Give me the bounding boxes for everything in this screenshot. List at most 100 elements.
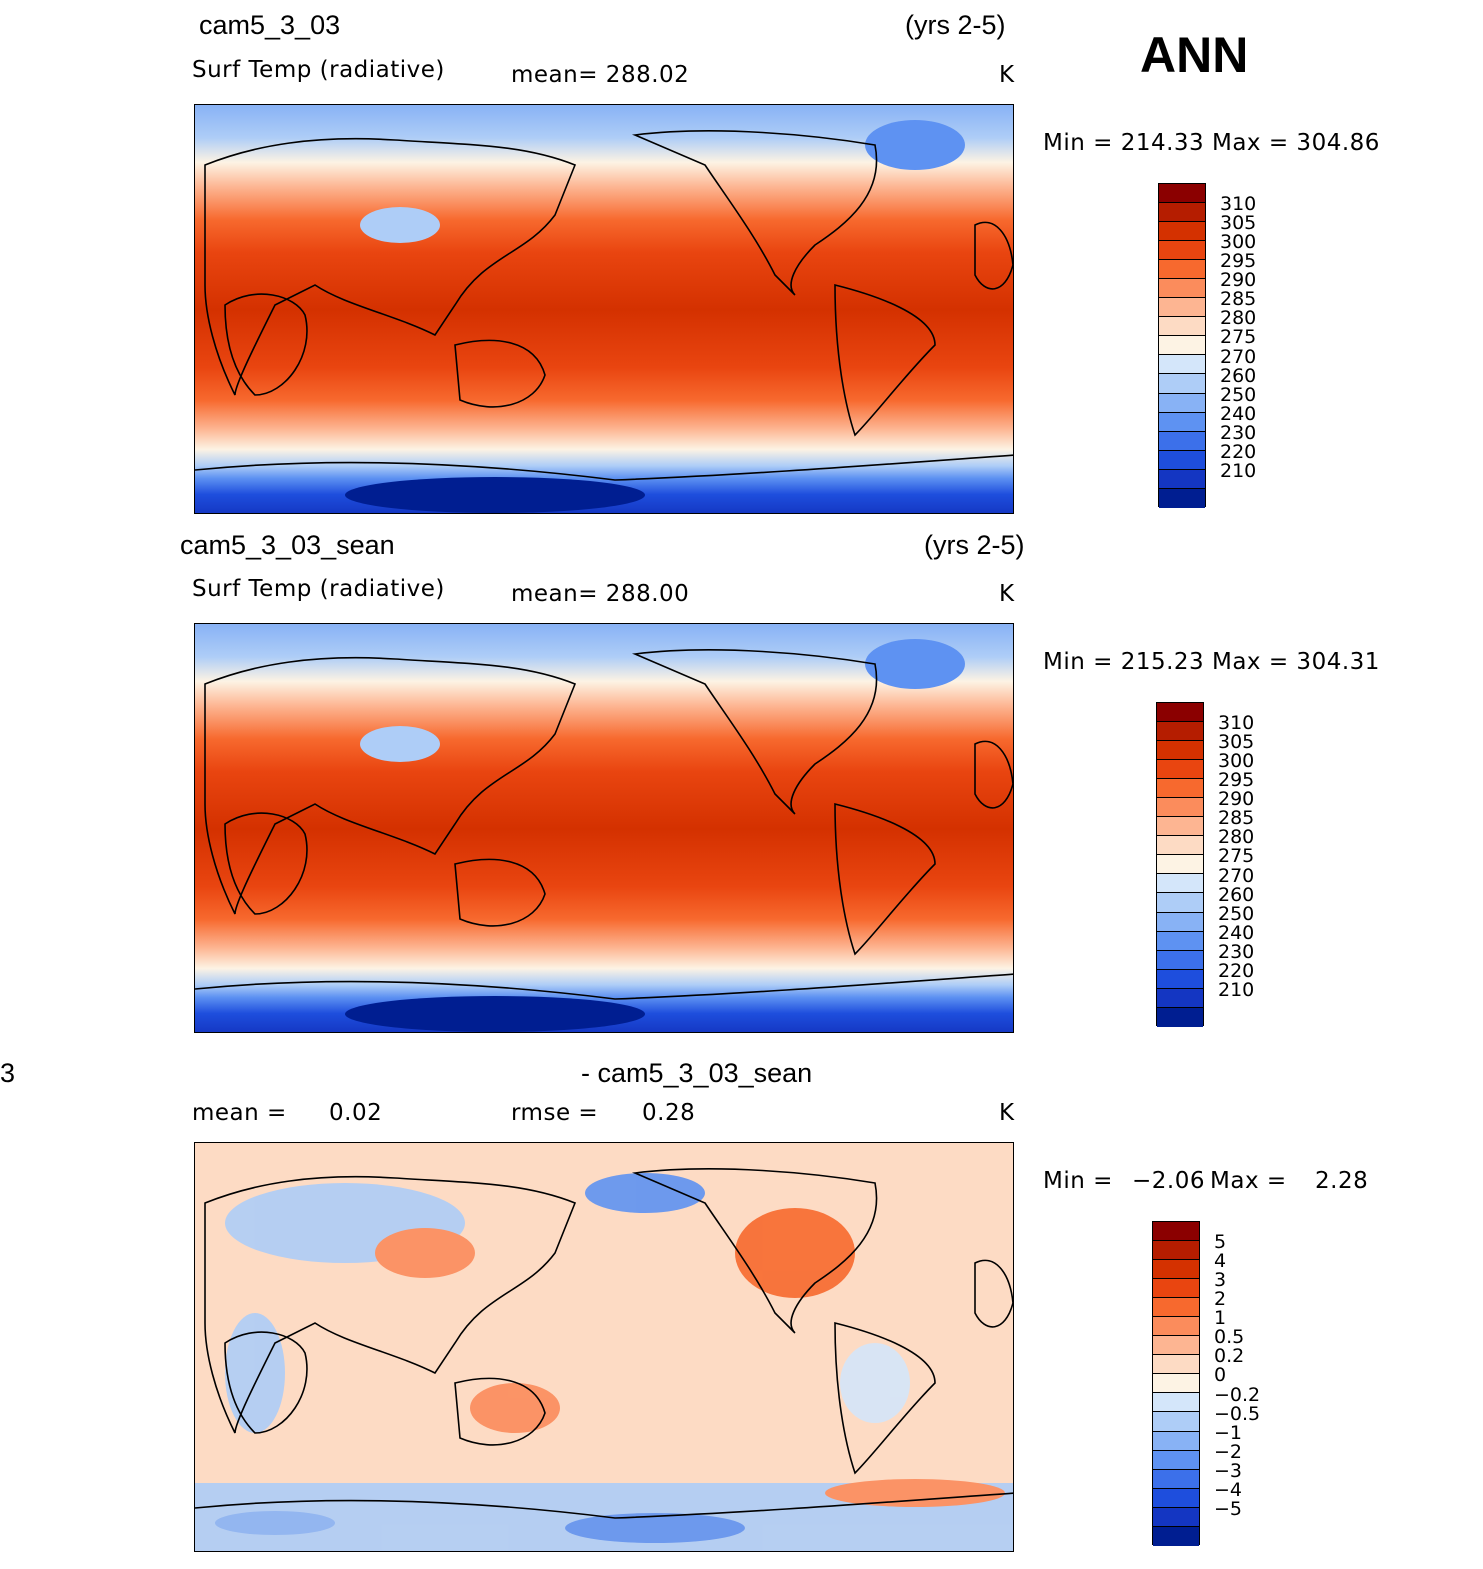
- colorbar-tick-label: −0.5: [1214, 1402, 1261, 1425]
- colorbar-tick-label: 280: [1218, 826, 1255, 849]
- colorbar-tick-label: 310: [1220, 193, 1257, 216]
- panel1-map-svg: [195, 105, 1013, 513]
- colorbar-tick-label: 240: [1220, 402, 1257, 425]
- colorbar-swatch: [1159, 203, 1205, 223]
- colorbar-swatch: [1157, 1007, 1203, 1027]
- panel3-units: K: [999, 1100, 1015, 1126]
- panel1-mean: mean= 288.02: [511, 62, 690, 88]
- colorbar-swatch: [1157, 779, 1203, 799]
- colorbar-swatch: [1159, 279, 1205, 299]
- colorbar-swatch: [1157, 855, 1203, 875]
- colorbar-tick-label: 240: [1218, 921, 1255, 944]
- panel3-mean-label: mean =: [192, 1100, 287, 1126]
- panel2-mean: mean= 288.00: [511, 581, 690, 607]
- panel2-map-svg: [195, 624, 1013, 1032]
- colorbar-swatch: [1157, 741, 1203, 761]
- panel2-units: K: [999, 581, 1015, 607]
- panel1-map: [194, 104, 1014, 514]
- colorbar-tick-label: 310: [1218, 712, 1255, 735]
- colorbar-swatch: [1159, 374, 1205, 394]
- colorbar-swatch: [1153, 1355, 1199, 1375]
- colorbar-swatch: [1153, 1336, 1199, 1356]
- panel2-map: [194, 623, 1014, 1033]
- colorbar-tick-label: 295: [1220, 250, 1257, 273]
- colorbar-tick-label: 300: [1220, 231, 1257, 254]
- colorbar-tick-label: −4: [1214, 1478, 1243, 1501]
- colorbar-swatch: [1153, 1317, 1199, 1337]
- colorbar-swatch: [1157, 893, 1203, 913]
- colorbar-swatch: [1153, 1222, 1199, 1242]
- colorbar-swatch: [1153, 1450, 1199, 1470]
- colorbar-swatch: [1153, 1507, 1199, 1527]
- colorbar-swatch: [1159, 184, 1205, 204]
- colorbar-swatch: [1153, 1279, 1199, 1299]
- colorbar-swatch: [1157, 874, 1203, 894]
- colorbar-swatch: [1153, 1298, 1199, 1318]
- panel2-case-title: cam5_3_03_sean: [180, 530, 395, 560]
- panel1-colorbar: [1158, 183, 1206, 508]
- colorbar-swatch: [1159, 336, 1205, 356]
- colorbar-swatch: [1159, 393, 1205, 413]
- colorbar-tick-label: −1: [1214, 1421, 1243, 1444]
- colorbar-tick-label: −3: [1214, 1459, 1243, 1482]
- colorbar-tick-label: −5: [1214, 1497, 1243, 1520]
- colorbar-swatch: [1159, 260, 1205, 280]
- colorbar-swatch: [1153, 1393, 1199, 1413]
- colorbar-swatch: [1157, 969, 1203, 989]
- panel1-minmax: Min = 214.33 Max = 304.86: [1043, 130, 1380, 156]
- panel3-rmse-value: 0.28: [642, 1100, 696, 1126]
- colorbar-tick-label: 305: [1218, 731, 1255, 754]
- colorbar-swatch: [1157, 703, 1203, 723]
- panel2-variable: Surf Temp (radiative): [192, 576, 445, 602]
- colorbar-swatch: [1159, 241, 1205, 261]
- colorbar-tick-label: 220: [1218, 959, 1255, 982]
- colorbar-tick-label: 0.2: [1214, 1345, 1245, 1368]
- colorbar-tick-label: 250: [1218, 902, 1255, 925]
- colorbar-tick-label: 210: [1220, 459, 1257, 482]
- colorbar-tick-label: 1: [1214, 1307, 1227, 1330]
- colorbar-swatch: [1159, 431, 1205, 451]
- colorbar-tick-label: 285: [1220, 288, 1257, 311]
- colorbar-tick-label: 295: [1218, 769, 1255, 792]
- panel2-minmax: Min = 215.23 Max = 304.31: [1043, 649, 1380, 675]
- panel3-rmse-label: rmse =: [511, 1100, 599, 1126]
- colorbar-tick-label: 250: [1220, 383, 1257, 406]
- panel3-map-svg: [195, 1143, 1013, 1551]
- panel3-mean-value: 0.02: [329, 1100, 383, 1126]
- panel3-max-value: 2.28: [1315, 1168, 1369, 1194]
- colorbar-swatch: [1157, 950, 1203, 970]
- panel1-years: (yrs 2-5): [905, 10, 1006, 40]
- colorbar-tick-label: 270: [1218, 864, 1255, 887]
- colorbar-tick-label: 305: [1220, 212, 1257, 235]
- colorbar-swatch: [1157, 817, 1203, 837]
- colorbar-tick-label: 270: [1220, 345, 1257, 368]
- colorbar-swatch: [1157, 836, 1203, 856]
- colorbar-swatch: [1157, 722, 1203, 742]
- colorbar-swatch: [1159, 450, 1205, 470]
- figure-label: ANN: [1140, 27, 1249, 83]
- colorbar-swatch: [1153, 1431, 1199, 1451]
- panel3-min-label: Min =: [1043, 1168, 1113, 1194]
- colorbar-tick-label: 300: [1218, 750, 1255, 773]
- panel2-years: (yrs 2-5): [924, 530, 1025, 560]
- panel3-colorbar: [1152, 1221, 1200, 1546]
- colorbar-tick-label: 0.5: [1214, 1326, 1245, 1349]
- colorbar-tick-label: 275: [1220, 326, 1257, 349]
- colorbar-swatch: [1153, 1374, 1199, 1394]
- colorbar-tick-label: 210: [1218, 978, 1255, 1001]
- panel3-map: [194, 1142, 1014, 1552]
- colorbar-tick-label: 0: [1214, 1364, 1227, 1387]
- colorbar-tick-label: 275: [1218, 845, 1255, 868]
- colorbar-swatch: [1157, 798, 1203, 818]
- colorbar-swatch: [1153, 1412, 1199, 1432]
- colorbar-swatch: [1153, 1488, 1199, 1508]
- colorbar-swatch: [1157, 912, 1203, 932]
- panel1-variable: Surf Temp (radiative): [192, 57, 445, 83]
- panel2-colorbar: [1156, 702, 1204, 1027]
- colorbar-swatch: [1159, 488, 1205, 508]
- panel3-case-left: 3: [0, 1058, 16, 1088]
- colorbar-swatch: [1157, 931, 1203, 951]
- panel3-max-label: Max =: [1210, 1168, 1287, 1194]
- colorbar-tick-label: 3: [1214, 1269, 1227, 1292]
- colorbar-tick-label: 280: [1220, 307, 1257, 330]
